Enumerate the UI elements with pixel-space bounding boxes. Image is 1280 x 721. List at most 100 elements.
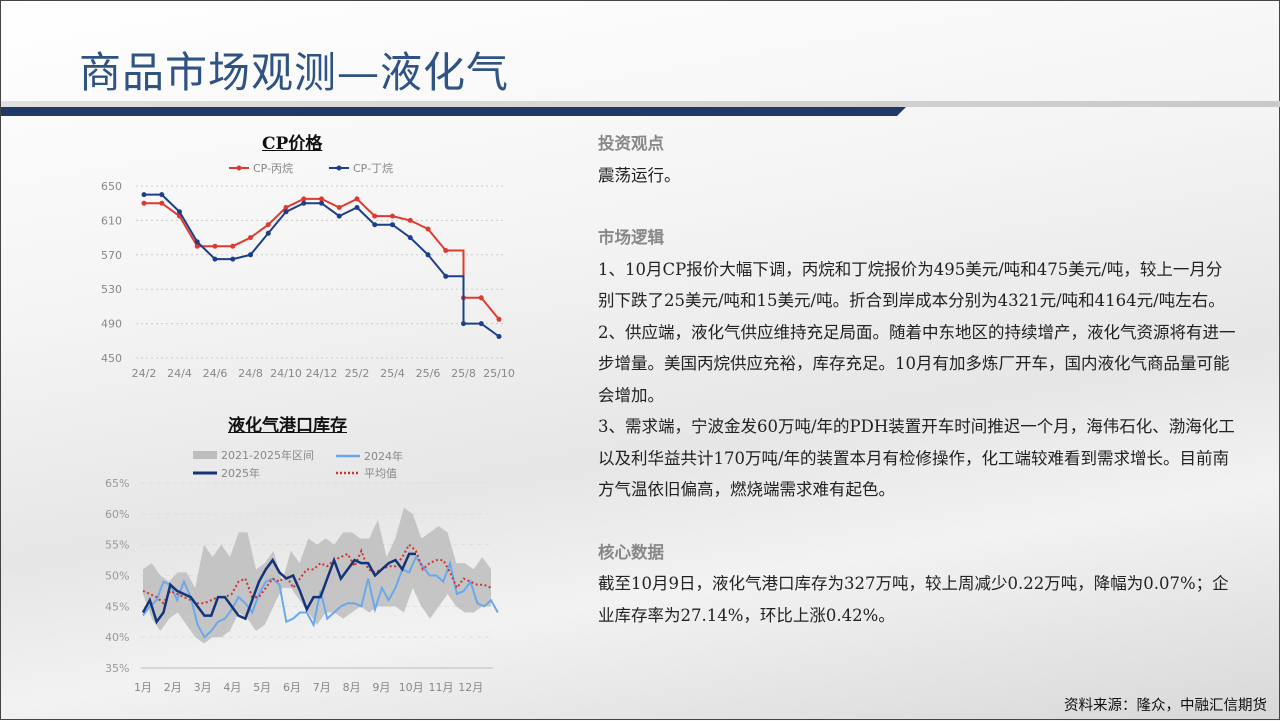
port-inventory-chart: 35% 40% 45% 50% 55% 60% 65% 1月 2月 3月 4月 5月 6月 7月 8月 9月 1…	[105, 448, 499, 694]
data-point	[390, 222, 395, 228]
data-point	[425, 252, 431, 258]
data-point	[301, 196, 307, 202]
data-point	[390, 213, 395, 219]
x-tick-label: 9月	[372, 681, 390, 694]
data-point	[319, 200, 324, 206]
x-tick-label: 4月	[223, 681, 241, 694]
legend-label: 2024年	[364, 449, 403, 463]
series-line-2024年	[142, 555, 499, 639]
x-tick-label: 10月	[399, 681, 424, 694]
x-tick-label: 25/8	[451, 367, 476, 380]
x-tick-label: 11月	[429, 681, 454, 694]
cp-price-chart: 450 490 530 570 610 650 24/2 24/4 24/6 24/8 24/10 2…	[101, 161, 515, 380]
analysis-panel: 投资观点 震荡运行。 市场逻辑 1、10月CP报价大幅下调，丙烷和丁烷报价为49…	[598, 128, 1238, 631]
logic-point-1: 1、10月CP报价大幅下调，丙烷和丁烷报价为495美元/吨和475美元/吨，较上…	[598, 259, 1225, 311]
data-point	[407, 235, 413, 241]
legend-label: CP-丙烷	[253, 161, 293, 175]
inventory-chart-title: 液化气港口库存	[228, 416, 347, 436]
data-point	[177, 209, 182, 215]
y-tick-label: 570	[101, 249, 122, 262]
y-tick-label: 450	[101, 352, 122, 365]
data-point	[159, 200, 165, 206]
data-point	[265, 230, 271, 236]
x-tick-label: 12月	[458, 681, 483, 694]
page-title: 商品市场观测—液化气	[79, 48, 510, 97]
header-divider-light	[1, 101, 1280, 107]
x-tick-label: 25/2	[345, 367, 370, 380]
data-point	[478, 295, 484, 301]
x-tick-label: 24/12	[306, 367, 338, 380]
y-tick-label: 65%	[105, 477, 129, 490]
data-point	[336, 205, 342, 210]
cp-chart-title: CP价格	[262, 134, 323, 154]
x-tick-label: 24/10	[270, 367, 302, 380]
invest-heading: 投资观点	[598, 134, 664, 153]
data-point	[248, 235, 253, 241]
data-point	[496, 316, 502, 322]
logic-heading: 市场逻辑	[598, 228, 664, 247]
legend-marker	[236, 165, 242, 171]
data-point	[319, 196, 324, 202]
series-line-2025年	[141, 552, 416, 625]
series-line-CP-丙烷	[144, 197, 500, 320]
x-tick-label: 24/4	[167, 367, 192, 380]
data-point	[372, 213, 378, 219]
legend-swatch	[193, 451, 217, 459]
x-tick-label: 6月	[283, 681, 301, 694]
y-tick-label: 610	[101, 214, 122, 227]
legend-label: CP-丁烷	[353, 161, 393, 175]
x-tick-label: 5月	[253, 681, 271, 694]
series-line-CP-丁烷	[144, 193, 500, 338]
y-tick-label: 50%	[105, 570, 129, 583]
y-tick-label: 530	[101, 283, 122, 296]
legend-label: 2021-2025年区间	[221, 448, 314, 462]
data-point	[265, 222, 271, 228]
data-point	[212, 243, 218, 249]
data-point	[248, 252, 253, 258]
x-tick-label: 24/2	[132, 367, 157, 380]
data-point	[283, 209, 289, 215]
y-tick-label: 45%	[105, 600, 129, 613]
y-tick-label: 35%	[105, 662, 129, 675]
data-point	[443, 248, 449, 253]
x-tick-label: 24/6	[203, 367, 228, 380]
data-point	[496, 334, 502, 339]
y-tick-label: 40%	[105, 631, 129, 644]
series-line-平均值	[142, 543, 492, 605]
y-tick-label: 55%	[105, 539, 129, 552]
data-point	[461, 321, 466, 327]
x-tick-label: 8月	[343, 681, 361, 694]
legend-label: 2025年	[221, 466, 260, 480]
header-divider	[1, 107, 906, 116]
x-tick-label: 25/4	[380, 367, 405, 380]
core-heading: 核心数据	[598, 542, 664, 562]
data-point	[283, 205, 289, 210]
y-tick-label: 490	[101, 318, 122, 331]
data-point	[194, 239, 200, 245]
data-point	[407, 217, 413, 223]
data-point	[301, 200, 307, 206]
x-tick-label: 25/6	[416, 367, 441, 380]
logic-point-2: 2、供应端，液化气供应维持充足局面。随着中东地区的持续增产，液化气资源将有进一步…	[598, 322, 1236, 405]
legend-marker	[336, 165, 342, 171]
core-text: 截至10月9日，液化气港口库存为327万吨，较上周减少0.22万吨，降幅为0.0…	[598, 574, 1229, 625]
data-point	[159, 192, 165, 198]
y-tick-label: 60%	[105, 508, 129, 521]
source-note: 资料来源：隆众，中融汇信期货	[1064, 698, 1267, 714]
data-point	[478, 321, 484, 327]
x-tick-label: 1月	[134, 681, 152, 694]
data-point	[212, 256, 218, 262]
data-point	[354, 205, 360, 210]
logic-point-3: 3、需求端，宁波金发60万吨/年的PDH装置开车时间推迟一个月，海伟石化、渤海化…	[598, 417, 1235, 499]
x-tick-label: 3月	[194, 681, 212, 694]
data-point	[425, 226, 431, 232]
range-band	[143, 507, 491, 644]
data-point	[354, 196, 360, 202]
x-tick-label: 25/10	[483, 367, 515, 380]
x-tick-label: 24/8	[238, 367, 263, 380]
legend-label: 平均值	[364, 467, 397, 480]
data-point	[230, 243, 236, 249]
x-tick-label: 7月	[313, 681, 331, 694]
data-point	[141, 200, 147, 206]
data-point	[336, 213, 342, 219]
